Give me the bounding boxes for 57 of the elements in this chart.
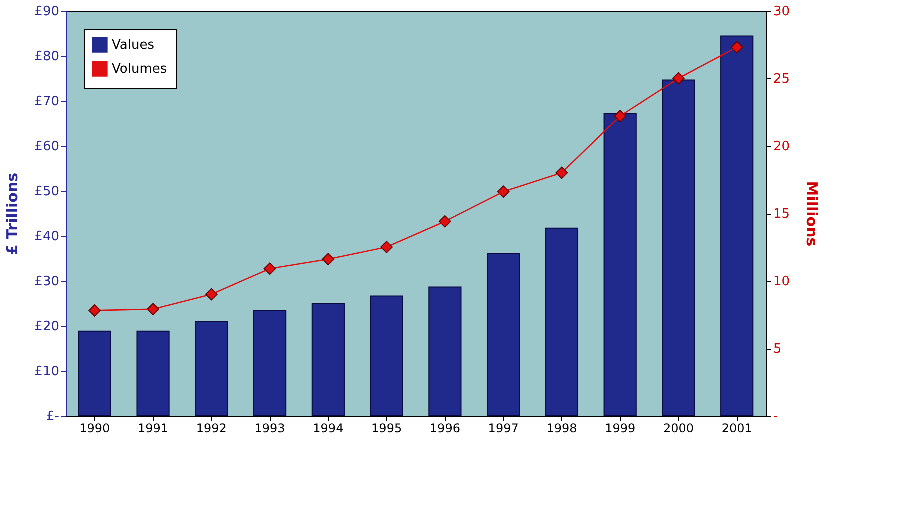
point xyxy=(205,288,218,301)
point xyxy=(147,303,160,316)
y-tick-label: £10 xyxy=(34,364,60,380)
y-axis-title: £ Trillions xyxy=(4,172,22,256)
y2-tick-label: 30 xyxy=(774,4,790,20)
x-tick-label: 2000 xyxy=(663,422,694,436)
point xyxy=(730,41,744,54)
y-tick-label: £50 xyxy=(34,184,60,200)
bar xyxy=(545,228,579,416)
point xyxy=(380,241,394,254)
y-tick-label: £90 xyxy=(34,4,60,20)
bar xyxy=(78,330,112,416)
bar xyxy=(487,253,520,416)
point xyxy=(672,72,685,85)
x-tick-label: 1992 xyxy=(196,422,227,436)
y2-axis-title: Millions xyxy=(803,181,822,247)
x-tick-label: 1997 xyxy=(488,422,519,436)
bar xyxy=(662,80,696,416)
y-tick-label: £40 xyxy=(34,230,60,244)
bar xyxy=(370,296,404,416)
bar xyxy=(195,321,228,416)
y-tick-label: £80 xyxy=(34,50,60,64)
bar xyxy=(253,310,287,416)
point xyxy=(614,110,627,122)
y2-tick-label: 25 xyxy=(774,72,790,87)
y2-tick-label: - xyxy=(774,410,778,424)
x-tick-label: 1996 xyxy=(430,422,460,436)
x-tick-label: 1994 xyxy=(313,422,344,436)
x-tick-label: 1999 xyxy=(605,422,636,436)
x-tick-label: 1998 xyxy=(546,422,578,436)
y2-tick-label: 5 xyxy=(774,342,782,357)
y-tick-label: £70 xyxy=(34,94,60,110)
bar xyxy=(604,113,637,416)
y-tick-label: £- xyxy=(46,410,60,424)
x-tick-label: 1990 xyxy=(80,422,110,436)
x-tick-label: 1993 xyxy=(254,422,286,436)
legend-label: Volumes xyxy=(112,62,168,77)
x-tick-label: 2001 xyxy=(722,422,752,436)
y-tick-label: £30 xyxy=(34,274,60,290)
bar xyxy=(136,330,170,416)
legend-label: Values xyxy=(112,38,155,53)
bar xyxy=(428,286,462,416)
point xyxy=(264,262,276,276)
x-tick-label: 1995 xyxy=(372,422,402,436)
y-tick-label: £60 xyxy=(34,140,60,154)
y-tick-label: £20 xyxy=(34,320,60,334)
bar xyxy=(312,303,345,416)
point xyxy=(88,304,102,317)
y2-tick-label: 10 xyxy=(774,274,790,290)
bar xyxy=(720,36,754,416)
x-tick-label: 1991 xyxy=(138,422,169,436)
point xyxy=(438,215,452,228)
point xyxy=(322,253,335,266)
y2-tick-label: 20 xyxy=(774,140,790,154)
point xyxy=(556,166,568,180)
point xyxy=(497,186,510,198)
y2-tick-label: 15 xyxy=(774,207,790,222)
